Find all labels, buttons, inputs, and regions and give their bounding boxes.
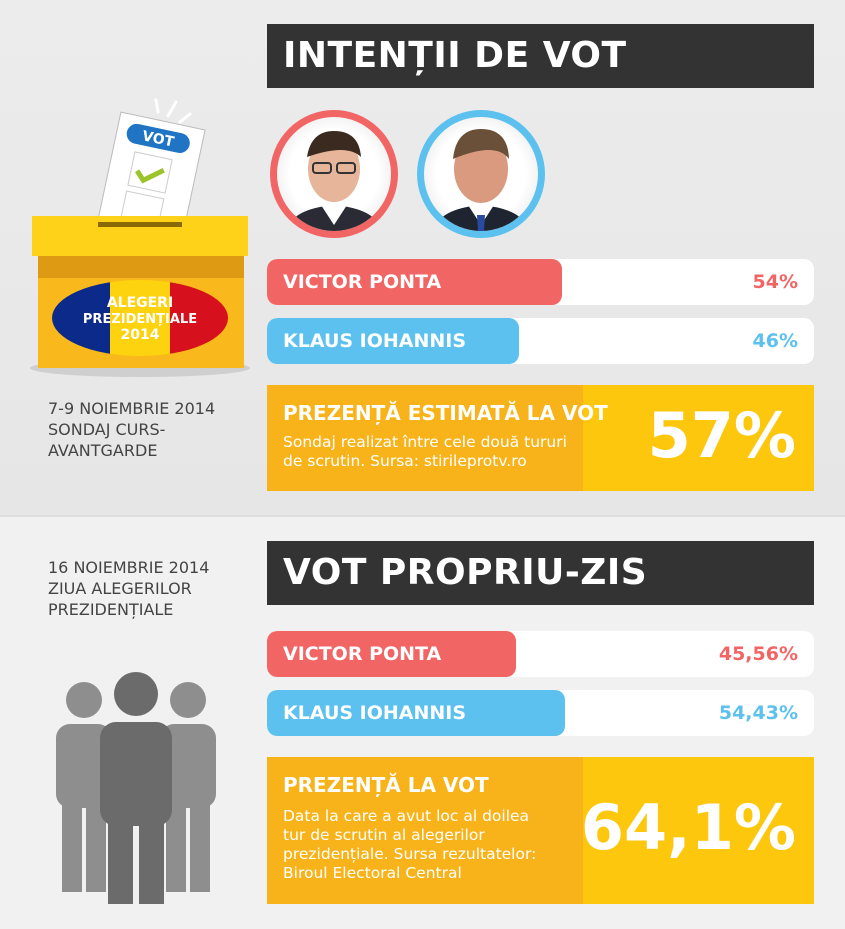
vote-desc-2: PREZIDENȚIALE (48, 600, 174, 619)
desc-line: prezidențiale. Sursa rezultatelor: (283, 845, 537, 863)
desc-line: Biroul Electoral Central (283, 864, 462, 882)
vote-turnout-box: PREZENȚĂ LA VOT Data la care a avut loc … (267, 757, 814, 904)
turnout-title: PREZENȚĂ LA VOT (283, 773, 489, 797)
box-label-3: 2014 (121, 327, 160, 343)
bar-fill (267, 690, 565, 736)
vote-side-text: 16 NOIEMBRIE 2014 ZIUA ALEGERILOR PREZID… (48, 557, 209, 620)
iohannis-photo (417, 110, 545, 238)
candidate-percent: 54% (752, 271, 798, 293)
vote-desc-1: ZIUA ALEGERILOR (48, 579, 192, 598)
vote-bar-ponta: VICTOR PONTA 45,56% (267, 631, 814, 677)
box-label-2: PREZIDENȚIALE (83, 312, 197, 327)
turnout-value: 57% (647, 399, 796, 472)
box-label-1: ALEGERI (107, 295, 173, 311)
vote-title: VOT PROPRIU-ZIS (267, 541, 814, 605)
turnout-desc: Data la care a avut loc al doilea tur de … (283, 807, 536, 883)
turnout-value: 64,1% (580, 791, 796, 864)
vote-date: 16 NOIEMBRIE 2014 (48, 558, 210, 577)
person-icon (434, 129, 528, 231)
desc-line: tur de scrutin al alegerilor (283, 826, 485, 844)
desc-line: Sondaj realizat între cele două tururi (283, 433, 567, 451)
poll-turnout-box: PREZENȚĂ ESTIMATĂ LA VOT Sondaj realizat… (267, 385, 814, 491)
candidate-name: VICTOR PONTA (283, 271, 442, 293)
turnout-desc: Sondaj realizat între cele două tururi de… (283, 433, 567, 471)
turnout-box-shade (267, 757, 583, 904)
ballot-label: VOT (141, 128, 176, 150)
poll-bar-ponta: VICTOR PONTA 54% (267, 259, 814, 305)
candidate-name: KLAUS IOHANNIS (283, 330, 467, 352)
candidate-percent: 45,56% (718, 643, 798, 665)
poll-source-2: AVANTGARDE (48, 441, 158, 460)
poll-bar-iohannis: KLAUS IOHANNIS 46% (267, 318, 814, 364)
poll-date: 7-9 NOIEMBRIE 2014 (48, 399, 216, 418)
poll-title: INTENȚII DE VOT (267, 24, 814, 88)
desc-line: de scrutin. Sursa: stirileprotv.ro (283, 452, 527, 470)
people-icon (56, 672, 216, 904)
bar-fill (267, 318, 519, 364)
person-icon (287, 131, 381, 231)
candidate-percent: 54,43% (718, 702, 798, 724)
ballot-box-illustration: VOT ALEGERI PREZIDENȚIALE 2014 (30, 98, 250, 377)
candidate-name: VICTOR PONTA (283, 643, 442, 665)
desc-line: Data la care a avut loc al doilea (283, 807, 530, 825)
vote-bar-iohannis: KLAUS IOHANNIS 54,43% (267, 690, 814, 736)
ponta-photo (270, 110, 398, 238)
poll-side-text: 7-9 NOIEMBRIE 2014 SONDAJ CURS- AVANTGAR… (48, 398, 215, 461)
bar-fill (267, 259, 563, 305)
turnout-box-shade (267, 385, 583, 491)
bar-fill (267, 631, 517, 677)
candidate-percent: 46% (752, 330, 798, 352)
turnout-title: PREZENȚĂ ESTIMATĂ LA VOT (283, 401, 608, 425)
poll-source-1: SONDAJ CURS- (48, 420, 166, 439)
candidate-name: KLAUS IOHANNIS (283, 702, 467, 724)
